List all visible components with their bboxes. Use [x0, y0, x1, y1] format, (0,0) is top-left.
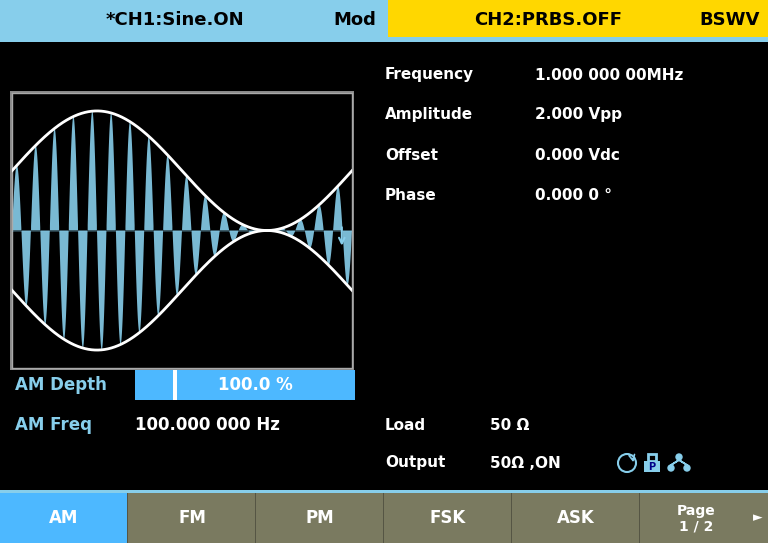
Bar	[639, 493, 640, 543]
Bar	[0, 493, 128, 543]
Bar	[384, 493, 512, 543]
Text: ►: ►	[753, 512, 763, 525]
Text: 50Ω ,ON: 50Ω ,ON	[490, 456, 561, 470]
Bar	[511, 493, 512, 543]
Text: Load: Load	[385, 418, 426, 433]
Bar	[640, 493, 768, 543]
Text: 1 / 2: 1 / 2	[679, 520, 713, 534]
Text: 2.000 Vpp: 2.000 Vpp	[535, 108, 622, 123]
Text: 0.000 0 °: 0.000 0 °	[535, 187, 612, 203]
Text: 50 Ω: 50 Ω	[490, 418, 529, 433]
Text: 100.0 %: 100.0 %	[217, 376, 293, 394]
Bar	[0, 490, 768, 493]
Text: Output: Output	[385, 456, 445, 470]
Bar	[383, 493, 384, 543]
Bar	[127, 493, 128, 543]
Text: CH2:PRBS.OFF: CH2:PRBS.OFF	[474, 11, 622, 29]
Text: FM: FM	[178, 509, 206, 527]
Text: 100.000 000 Hz: 100.000 000 Hz	[135, 416, 280, 434]
Text: ASK: ASK	[557, 509, 595, 527]
Bar	[0, 37, 768, 40]
Bar	[128, 493, 256, 543]
Text: AM: AM	[49, 509, 78, 527]
Text: Offset: Offset	[385, 148, 438, 162]
Text: Mod: Mod	[333, 11, 376, 29]
Bar	[512, 493, 640, 543]
Text: 1.000 000 00MHz: 1.000 000 00MHz	[535, 67, 684, 83]
Bar	[344, 93, 352, 368]
Text: Amplitude: Amplitude	[385, 108, 473, 123]
Text: AM Depth: AM Depth	[15, 376, 107, 394]
Bar	[644, 461, 660, 472]
Bar	[256, 493, 384, 543]
Bar	[135, 370, 355, 400]
Bar	[648, 454, 656, 461]
Text: *CH1:Sine.ON: *CH1:Sine.ON	[106, 11, 244, 29]
Bar	[388, 0, 768, 40]
Text: AM Freq: AM Freq	[15, 416, 92, 434]
Circle shape	[676, 454, 682, 460]
Circle shape	[684, 465, 690, 471]
Bar	[255, 493, 256, 543]
Bar	[173, 370, 177, 400]
Text: PM: PM	[306, 509, 334, 527]
Text: FSK: FSK	[430, 509, 466, 527]
Bar	[0, 40, 768, 493]
Text: Page: Page	[677, 504, 715, 518]
Circle shape	[668, 465, 674, 471]
Bar	[0, 38, 768, 42]
Bar	[0, 0, 768, 40]
Text: BSWV: BSWV	[700, 11, 760, 29]
Text: Frequency: Frequency	[385, 67, 474, 83]
Text: 0.000 Vdc: 0.000 Vdc	[535, 148, 620, 162]
Bar	[10, 91, 354, 370]
Text: Phase: Phase	[385, 187, 437, 203]
Bar	[12, 93, 352, 368]
Text: P: P	[648, 462, 656, 472]
